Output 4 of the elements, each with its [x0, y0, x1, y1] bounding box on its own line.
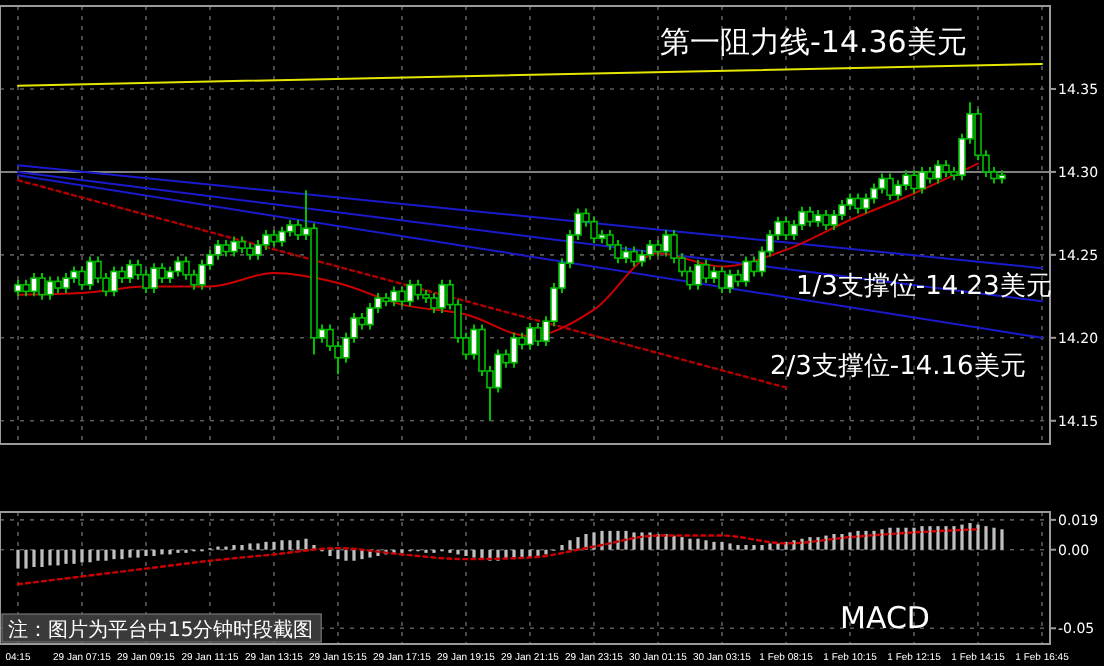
annotation: MACD — [840, 600, 930, 636]
annotation: 注：图片为平台中15分钟时段截图 — [8, 618, 314, 642]
annotation: 2/3支撑位-14.16美元 — [770, 350, 1026, 382]
annotation: 第一阻力线-14.36美元 — [660, 24, 967, 60]
